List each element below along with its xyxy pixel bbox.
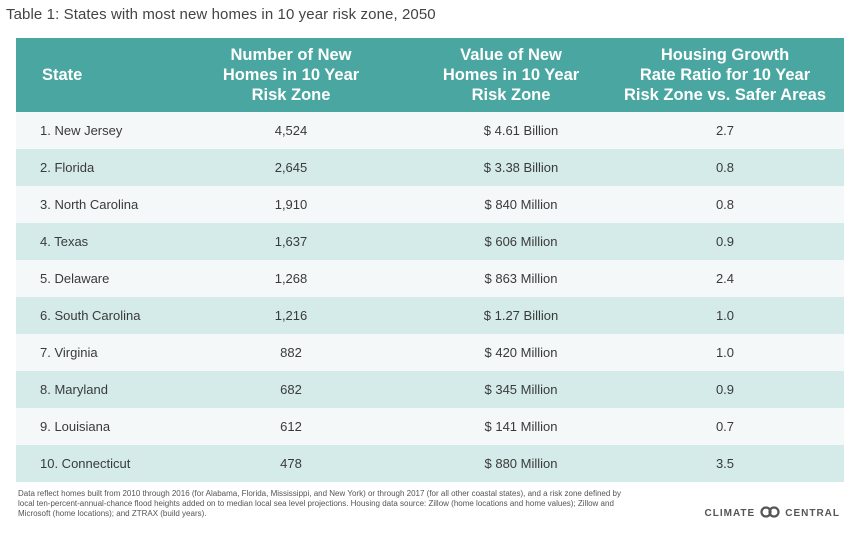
cell-state: 4. Texas	[40, 234, 89, 249]
cell-ratio: 1.0	[715, 345, 735, 360]
cell-ratio: 0.9	[715, 382, 735, 397]
climate-central-logo-icon	[760, 506, 780, 521]
table-row: 10. Connecticut 478 $ 880 Million 3.5	[16, 445, 844, 482]
cell-homes: 2,645	[274, 160, 308, 175]
brand-climate: CLIMATE	[704, 508, 756, 519]
data-table: State Number of New Homes in 10 Year Ris…	[16, 38, 844, 482]
cell-value: $ 4.61 Billion	[483, 123, 559, 138]
cell-homes: 612	[280, 419, 302, 434]
table-row: 8. Maryland 682 $ 345 Million 0.9	[16, 371, 844, 408]
cell-homes: 1,637	[274, 234, 308, 249]
cell-state: 7. Virginia	[40, 345, 98, 360]
table-row: 9. Louisiana 612 $ 141 Million 0.7	[16, 408, 844, 445]
cell-value: $ 420 Million	[484, 345, 558, 360]
cell-homes: 1,910	[274, 197, 308, 212]
cell-state: 9. Louisiana	[40, 419, 111, 434]
table-row: 7. Virginia 882 $ 420 Million 1.0	[16, 334, 844, 371]
cell-value: $ 606 Million	[484, 234, 558, 249]
header-state: State	[42, 66, 83, 84]
table-title: Table 1: States with most new homes in 1…	[6, 6, 436, 23]
table-header: State Number of New Homes in 10 Year Ris…	[16, 38, 844, 112]
cell-state: 10. Connecticut	[40, 456, 131, 471]
cell-homes: 1,216	[274, 308, 308, 323]
table-row: 2. Florida 2,645 $ 3.38 Billion 0.8	[16, 149, 844, 186]
cell-value: $ 880 Million	[484, 456, 558, 471]
cell-ratio: 0.7	[715, 419, 735, 434]
cell-value: $ 141 Million	[484, 419, 558, 434]
cell-homes: 4,524	[274, 123, 308, 138]
cell-state: 1. New Jersey	[40, 123, 123, 138]
brand-logo: CLIMATE CENTRAL	[705, 506, 840, 521]
table-row: 5. Delaware 1,268 $ 863 Million 2.4	[16, 260, 844, 297]
cell-state: 8. Maryland	[40, 382, 108, 397]
table-row: 3. North Carolina 1,910 $ 840 Million 0.8	[16, 186, 844, 223]
cell-homes: 882	[280, 345, 302, 360]
table-row: 6. South Carolina 1,216 $ 1.27 Billion 1.0	[16, 297, 844, 334]
cell-value: $ 863 Million	[484, 271, 558, 286]
header-ratio: Housing Growth Rate Ratio for 10 Year Ri…	[623, 46, 827, 104]
table-row: 4. Texas 1,637 $ 606 Million 0.9	[16, 223, 844, 260]
cell-state: 3. North Carolina	[40, 197, 139, 212]
cell-ratio: 0.8	[715, 160, 735, 175]
cell-state: 5. Delaware	[40, 271, 110, 286]
cell-value: $ 840 Million	[484, 197, 558, 212]
cell-ratio: 0.8	[715, 197, 735, 212]
cell-ratio: 3.5	[715, 456, 735, 471]
header-homes: Number of New Homes in 10 Year Risk Zone	[222, 46, 360, 104]
cell-homes: 478	[280, 456, 302, 471]
cell-ratio: 1.0	[715, 308, 735, 323]
cell-ratio: 2.7	[715, 123, 735, 138]
cell-homes: 682	[280, 382, 302, 397]
brand-central: CENTRAL	[785, 508, 840, 519]
cell-homes: 1,268	[274, 271, 308, 286]
footnote: Data reflect homes built from 2010 throu…	[18, 489, 621, 518]
cell-state: 6. South Carolina	[40, 308, 141, 323]
cell-ratio: 0.9	[715, 234, 735, 249]
header-value: Value of New Homes in 10 Year Risk Zone	[442, 46, 580, 104]
table-row: 1. New Jersey 4,524 $ 4.61 Billion 2.7	[16, 112, 844, 149]
cell-value: $ 3.38 Billion	[483, 160, 559, 175]
cell-state: 2. Florida	[40, 160, 95, 175]
table-body: 1. New Jersey 4,524 $ 4.61 Billion 2.7 2. Fl…	[16, 112, 844, 482]
cell-value: $ 345 Million	[484, 382, 558, 397]
cell-ratio: 2.4	[715, 271, 735, 286]
cell-value: $ 1.27 Billion	[483, 308, 559, 323]
